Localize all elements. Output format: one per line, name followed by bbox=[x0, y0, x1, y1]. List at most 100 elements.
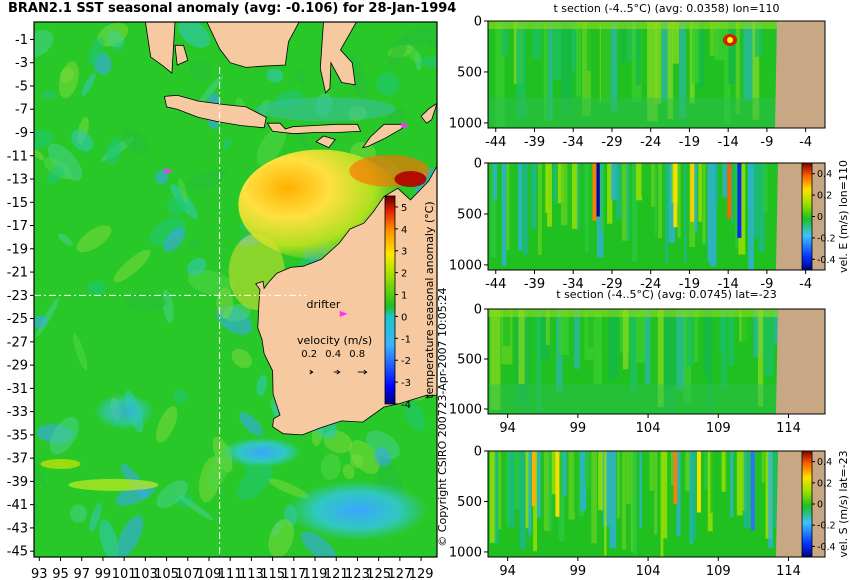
section-stripe bbox=[512, 163, 516, 260]
map-x-tick-label: 119 bbox=[303, 567, 328, 580]
section-stripe bbox=[502, 21, 508, 57]
section-stripe bbox=[665, 163, 669, 264]
t-section-lon110-title: t section (-4..5°C) (avg: 0.0358) lon=11… bbox=[553, 2, 779, 15]
map-y-tick-label: -33 bbox=[7, 405, 28, 420]
section-y-tick-label: 0 bbox=[474, 445, 482, 460]
velocity-colorbar-tick-label: 0.4 bbox=[817, 169, 832, 180]
sst-texture-patch bbox=[295, 131, 310, 150]
map-x-tick-label: 117 bbox=[281, 567, 306, 580]
section-land bbox=[776, 309, 825, 414]
velocity-legend-title: velocity (m/s) bbox=[297, 334, 372, 347]
map-x-tick-label: 109 bbox=[197, 567, 222, 580]
section-stripe bbox=[736, 451, 743, 516]
vel-e-section-lon110-field bbox=[488, 163, 825, 270]
section-stripe bbox=[679, 21, 686, 119]
sst-texture-patch bbox=[117, 515, 144, 557]
map-y-tick-label: -23 bbox=[7, 289, 28, 304]
section-x-tick-label: -29 bbox=[601, 135, 622, 150]
map-x-tick-label: 103 bbox=[133, 567, 158, 580]
sst-texture-patch bbox=[421, 56, 437, 69]
section-stripe bbox=[584, 163, 589, 253]
sst-texture-patch bbox=[427, 36, 437, 49]
sst-texture-patch bbox=[301, 531, 337, 557]
section-stripe bbox=[734, 163, 740, 249]
section-velocity-core bbox=[555, 451, 560, 517]
section-stripe bbox=[528, 451, 532, 536]
section-stripe bbox=[552, 21, 562, 80]
map-y-tick-label: -39 bbox=[7, 475, 28, 490]
map-y-tick-label: -13 bbox=[7, 173, 28, 188]
section-stripe bbox=[533, 163, 537, 198]
section-stripe bbox=[718, 451, 723, 524]
section-velocity-core bbox=[595, 163, 600, 217]
section-stripe bbox=[693, 309, 699, 362]
section-stripe bbox=[591, 451, 598, 544]
section-stripe bbox=[577, 163, 580, 231]
section-stripe bbox=[622, 451, 626, 550]
section-stripe bbox=[610, 21, 618, 112]
sst-texture-patch bbox=[196, 75, 224, 108]
section-stripe bbox=[525, 21, 532, 101]
sst-texture-patch bbox=[34, 149, 45, 161]
section-x-tick-label: -39 bbox=[524, 135, 545, 150]
sst-texture-patch bbox=[268, 519, 294, 557]
section-stripe bbox=[600, 21, 610, 119]
section-stripe bbox=[714, 21, 726, 61]
section-stripe bbox=[548, 451, 553, 532]
sst-colorbar-tick-label: 4 bbox=[401, 225, 407, 236]
sst-texture-patch bbox=[376, 72, 400, 96]
section-stripe bbox=[558, 451, 565, 542]
sst-texture-patch bbox=[89, 502, 102, 532]
section-stripe bbox=[548, 21, 553, 121]
section-velocity-core bbox=[592, 163, 597, 221]
sumba-land bbox=[315, 135, 336, 149]
velocity-colorbar bbox=[801, 450, 813, 558]
sst-texture-patch bbox=[59, 67, 75, 84]
sst-texture-patch bbox=[163, 227, 186, 253]
sst-texture-patch bbox=[41, 90, 57, 99]
sst-colorbar-tick-label: -3 bbox=[401, 378, 411, 389]
section-stripe bbox=[753, 451, 757, 505]
bangka-land bbox=[174, 44, 189, 66]
section-stripe bbox=[616, 163, 622, 219]
section-stripe bbox=[537, 451, 541, 518]
section-x-tick-label: -4 bbox=[799, 135, 812, 150]
section-stripe bbox=[494, 451, 499, 545]
section-stripe bbox=[671, 21, 679, 64]
sst-colorbar bbox=[384, 195, 396, 405]
section-stripe bbox=[728, 21, 740, 84]
drifter-marker bbox=[339, 310, 348, 317]
section-stripe bbox=[547, 163, 552, 227]
velocity-scale-label: 0.4 bbox=[325, 349, 341, 360]
section-stripe bbox=[741, 309, 751, 362]
section-stripe bbox=[636, 163, 643, 201]
section-stripe bbox=[722, 163, 730, 197]
section-stripe bbox=[774, 451, 777, 528]
section-stripe bbox=[763, 309, 774, 378]
velocity-scale-label: 0.8 bbox=[349, 349, 365, 360]
map-x-tick-label: 113 bbox=[239, 567, 264, 580]
tanimbar-land bbox=[420, 102, 437, 124]
section-x-tick-label: -9 bbox=[760, 135, 773, 150]
t-section-lat-23-field bbox=[488, 309, 825, 414]
section-stripe bbox=[690, 451, 697, 540]
map-x-tick-label: 129 bbox=[409, 567, 434, 580]
velocity-colorbar-tick-label: 0.2 bbox=[817, 191, 832, 202]
section-stripe bbox=[545, 163, 548, 213]
section-stripe bbox=[506, 163, 510, 251]
section-x-tick-label: 99 bbox=[570, 564, 587, 579]
section-velocity-core bbox=[737, 163, 742, 238]
sst-texture-patch bbox=[186, 257, 207, 276]
section-stripe bbox=[573, 309, 580, 369]
section-stripe bbox=[758, 163, 765, 253]
sst-hot-anomaly bbox=[394, 171, 427, 188]
section-stripe bbox=[654, 21, 662, 105]
section-stripe bbox=[502, 309, 511, 347]
section-stripe bbox=[707, 451, 713, 532]
section-stripe bbox=[540, 309, 550, 361]
nusa-tenggara-land bbox=[266, 122, 362, 135]
section-stripe bbox=[748, 163, 754, 270]
section-y-tick-label: 0 bbox=[474, 15, 482, 30]
section-stripe bbox=[743, 21, 755, 101]
